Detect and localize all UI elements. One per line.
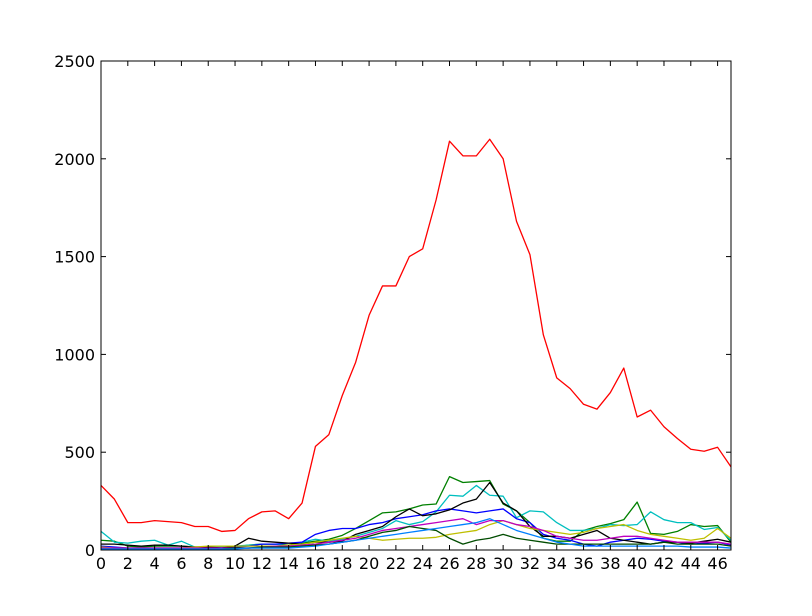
- series-line-9: [101, 518, 732, 550]
- series-line-6: [100, 520, 732, 549]
- x-tick-label: 16: [305, 554, 325, 573]
- x-tick-label: 36: [573, 554, 593, 573]
- y-tick-label: 1500: [54, 248, 95, 267]
- y-axis: 0 500 1000 1500 2000 2500: [54, 52, 731, 560]
- y-tick-label: 2500: [54, 52, 95, 71]
- x-tick-label: 4: [150, 554, 160, 573]
- x-tick-label: 12: [252, 554, 272, 573]
- x-tick-label: 34: [547, 554, 567, 573]
- x-tick-label: 20: [359, 554, 379, 573]
- series-line-5: [101, 481, 732, 549]
- x-tick-label: 28: [466, 554, 486, 573]
- x-tick-label: 14: [278, 554, 298, 573]
- x-tick-label: 8: [203, 554, 213, 573]
- x-tick-label: 6: [176, 554, 186, 573]
- x-axis: 0 2 4 6 8 10 12 14 16 18 20 22 24 26 28 30 32 34 36 38 40 42 4…: [96, 61, 728, 573]
- series-line-1: [100, 138, 732, 533]
- series-layer: [100, 138, 732, 550]
- x-tick-label: 24: [413, 554, 433, 573]
- x-tick-label: 44: [681, 554, 701, 573]
- y-tick-label: 2000: [54, 150, 95, 169]
- x-tick-label: 26: [439, 554, 459, 573]
- x-tick-label: 32: [520, 554, 540, 573]
- x-tick-label: 0: [96, 554, 106, 573]
- y-tick-label: 500: [64, 443, 95, 462]
- x-tick-label: 22: [386, 554, 406, 573]
- y-tick-label: 0: [85, 541, 95, 560]
- x-tick-label: 10: [225, 554, 245, 573]
- x-tick-label: 42: [654, 554, 674, 573]
- x-tick-label: 40: [627, 554, 647, 573]
- x-tick-label: 18: [332, 554, 352, 573]
- plot-frame: [100, 60, 732, 551]
- x-tick-label: 38: [600, 554, 620, 573]
- x-tick-label: 2: [123, 554, 133, 573]
- y-tick-label: 1000: [54, 345, 95, 364]
- series-line-7: [101, 518, 732, 549]
- x-tick-label: 30: [493, 554, 513, 573]
- x-tick-label: 46: [707, 554, 727, 573]
